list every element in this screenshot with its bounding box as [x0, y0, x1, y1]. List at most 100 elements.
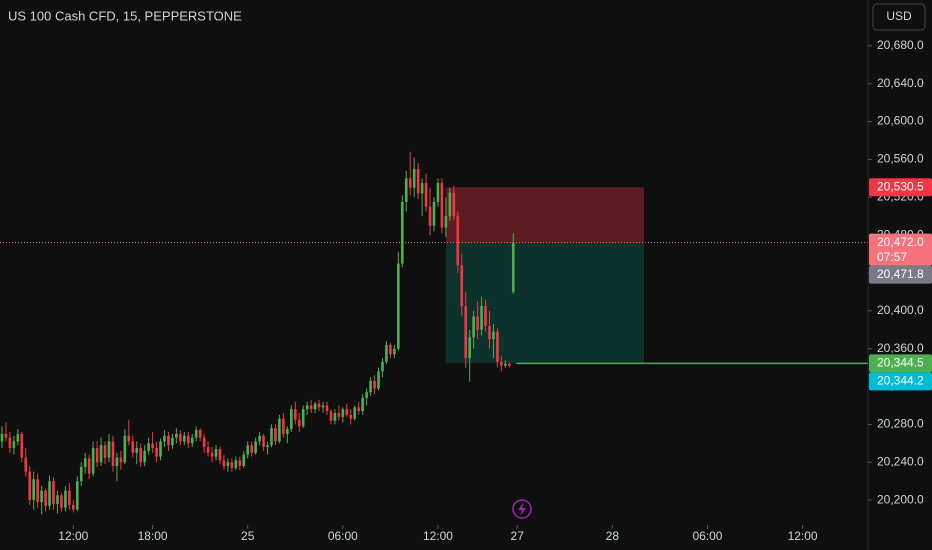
candle-body	[198, 430, 202, 438]
event-icon[interactable]	[512, 499, 532, 519]
candle-body	[135, 448, 139, 453]
candle-body	[250, 445, 253, 453]
candle-body	[270, 428, 273, 446]
currency-label[interactable]: USD	[886, 9, 912, 23]
candle-body	[171, 437, 174, 446]
currency-button[interactable]	[872, 3, 926, 31]
candle-body	[341, 409, 345, 417]
candle-body	[163, 435, 166, 442]
candle-body	[8, 437, 12, 449]
candle-body	[87, 458, 91, 474]
candle-body	[444, 216, 448, 228]
candle-body	[99, 445, 103, 463]
candle-body	[127, 435, 131, 442]
candle-body	[48, 481, 51, 506]
candle-body	[60, 495, 63, 508]
candle-body	[131, 441, 135, 453]
price-tag-label: 20,471.8	[877, 267, 924, 281]
candle-body	[52, 481, 55, 504]
plot-area	[0, 151, 868, 515]
x-tick-label: 06:00	[692, 529, 722, 543]
candle-body	[12, 441, 16, 449]
candle-body	[119, 457, 123, 463]
candle-body	[115, 457, 119, 467]
candle-body	[210, 452, 214, 457]
candle-body	[440, 183, 444, 228]
candle-body	[504, 363, 507, 366]
candle-body	[111, 441, 115, 467]
candle-body	[234, 460, 238, 468]
candle-body	[488, 325, 491, 340]
candle-body	[226, 462, 230, 467]
candle-body	[301, 409, 305, 427]
candle-body	[107, 441, 111, 458]
x-tick-label: 25	[241, 529, 255, 543]
candle-body	[274, 428, 277, 442]
candle-body	[404, 178, 408, 202]
candle-body	[218, 448, 222, 461]
x-tick-label: 12:00	[788, 529, 818, 543]
event-icon-bolt	[518, 502, 526, 516]
candle-body	[349, 414, 353, 419]
candle-body	[357, 407, 361, 412]
candle-body	[147, 443, 150, 451]
candle-body	[194, 430, 198, 438]
candle-body	[365, 392, 368, 398]
candle-body	[20, 433, 24, 458]
price-tag-label: 20,472.0	[877, 235, 924, 249]
candle-body	[190, 437, 194, 444]
price-tag-label: 20,530.5	[877, 179, 924, 193]
candle-body	[32, 479, 35, 501]
candle-body	[416, 168, 420, 194]
x-tick-label: 18:00	[138, 529, 168, 543]
candle-body	[373, 380, 376, 389]
candle-body	[151, 443, 154, 449]
candle-body	[468, 337, 471, 359]
candle-body	[393, 348, 396, 355]
candle-body	[40, 490, 43, 503]
candle-body	[329, 411, 333, 421]
y-tick-label: 20,400.0	[877, 303, 924, 317]
candle-body	[333, 413, 337, 421]
candle-body	[385, 344, 388, 362]
candle-body	[500, 361, 503, 366]
candle-body	[337, 413, 341, 417]
candle-body	[420, 183, 424, 194]
candle-body	[230, 462, 234, 468]
candle-body	[222, 460, 226, 467]
x-tick-label: 12:00	[58, 529, 88, 543]
y-tick-label: 20,640.0	[877, 76, 924, 90]
candle-body	[28, 471, 32, 501]
price-tag	[869, 265, 932, 284]
candle-body	[484, 306, 487, 326]
candle-body	[56, 495, 59, 504]
y-tick-label: 20,680.0	[877, 38, 924, 52]
y-tick-label: 20,280.0	[877, 417, 924, 431]
candle-body	[464, 306, 468, 359]
candle-body	[75, 481, 79, 510]
x-tick-label: 27	[511, 529, 525, 543]
candle-body	[377, 371, 380, 389]
candle-body	[103, 445, 107, 458]
candle-body	[321, 405, 325, 408]
candle-body	[400, 201, 404, 264]
candle-body	[476, 316, 479, 330]
candle-body	[282, 418, 285, 434]
candle-body	[143, 450, 146, 463]
candle-body	[353, 407, 357, 419]
candle-body	[68, 490, 71, 505]
y-tick-label: 20,600.0	[877, 114, 924, 128]
price-tag	[869, 178, 932, 197]
candle-body	[246, 445, 250, 455]
candle-body	[317, 403, 321, 408]
x-tick-label: 28	[606, 529, 620, 543]
candle-body	[214, 448, 218, 457]
stop-zone	[445, 187, 645, 243]
candle-body	[345, 409, 349, 415]
candle-body	[91, 448, 95, 474]
candle-body	[460, 265, 464, 307]
candle-body	[175, 433, 178, 438]
candle-body	[511, 242, 515, 292]
